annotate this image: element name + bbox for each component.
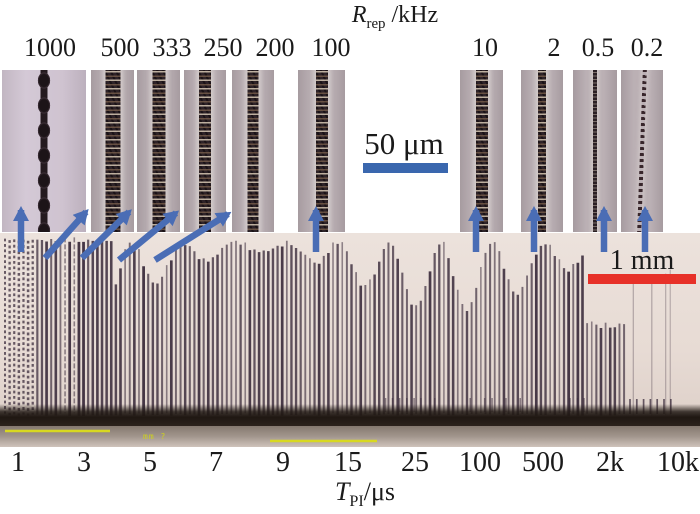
rep-rate-unit: /kHz: [385, 2, 439, 28]
rep-rate-label: 333: [152, 33, 192, 62]
micrograph-inset-333: [137, 70, 180, 232]
scalebar-1mm-bar: [588, 274, 696, 284]
rep-rate-label: 10: [472, 33, 498, 62]
ablation-line: [593, 70, 597, 232]
pulse-duration-label: 10k: [657, 447, 699, 478]
micrograph-inset-0.2: [621, 70, 663, 232]
ablation-line: [247, 70, 259, 232]
pulse-duration-label: 7: [209, 447, 223, 478]
pulse-duration-label: 100: [459, 447, 501, 478]
pulse-duration-unit: /μs: [363, 477, 396, 506]
rep-rate-label: 1000: [24, 33, 76, 62]
sample-side-face: [0, 426, 700, 447]
ablation-line: [199, 70, 211, 232]
rep-rate-subscript: rep: [366, 15, 386, 32]
micrograph-inset-10: [460, 70, 503, 232]
scribed-lines-photo: mm ?: [0, 237, 700, 447]
micrograph-inset-1000: [2, 70, 86, 232]
micrograph-inset-200: [232, 70, 274, 232]
photo-panel: mm ?: [0, 233, 700, 447]
rep-rate-label: 100: [311, 33, 351, 62]
pulse-duration-label: 1: [11, 447, 25, 478]
rep-rate-label: 2: [547, 33, 561, 62]
scalebar-1mm-label: 1 mm: [609, 245, 675, 276]
micrograph-inset-500: [91, 70, 134, 232]
pulse-duration-label: 3: [77, 447, 91, 478]
pulse-duration-axis-title: TPI/μs: [280, 477, 450, 511]
pulse-duration-label: 5: [143, 447, 157, 478]
ablation-line: [105, 70, 120, 232]
pulse-duration-symbol: T: [334, 477, 350, 506]
rep-rate-label: 250: [203, 33, 243, 62]
rep-rate-symbol: R: [351, 2, 367, 28]
ablation-line: [538, 70, 546, 232]
ablation-line: [34, 70, 54, 232]
pulse-duration-label: 15: [334, 447, 362, 478]
ablation-line: [315, 70, 328, 232]
micrograph-inset-100: [298, 70, 345, 232]
ablation-line: [637, 70, 647, 232]
micrograph-inset-250: [184, 70, 226, 232]
rep-rate-axis-title: Rrep /kHz: [300, 2, 490, 33]
rep-rate-label: 200: [255, 33, 295, 62]
pulse-duration-label: 25: [401, 447, 429, 478]
sample-bottom-edge: [0, 404, 700, 426]
ablation-line: [475, 70, 488, 232]
pulse-duration-label: 2k: [596, 447, 624, 478]
scalebar-50um-bar: [363, 163, 448, 173]
rep-rate-label: 0.5: [581, 33, 615, 62]
scalebar-50um-label: 50 μm: [364, 126, 444, 161]
pulse-duration-label: 9: [276, 447, 290, 478]
micrograph-inset-0.5: [573, 70, 617, 232]
rep-rate-label: 500: [100, 33, 140, 62]
yellow-note: mm ?: [143, 432, 166, 441]
ablation-line: [152, 70, 165, 232]
rep-rate-label: 0.2: [630, 33, 664, 62]
pulse-duration-subscript: PI: [349, 493, 364, 511]
scribed-line-group: [4, 237, 672, 416]
micrograph-inset-2: [521, 70, 563, 232]
pulse-duration-label: 500: [522, 447, 564, 478]
